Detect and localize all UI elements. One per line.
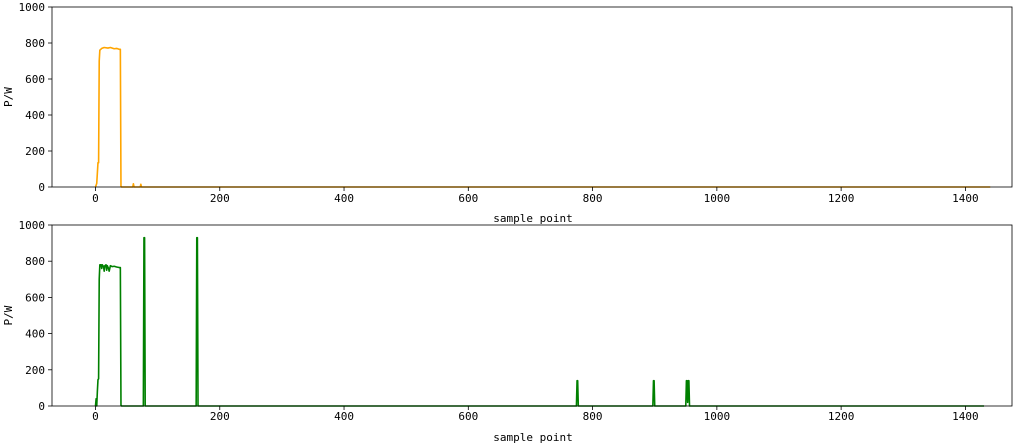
y-tick-label: 400 <box>25 328 45 341</box>
y-tick-label: 1000 <box>19 1 46 14</box>
x-axis-label: sample point <box>493 431 572 444</box>
x-axis-label: sample point <box>493 212 572 225</box>
y-tick-label: 200 <box>25 364 45 377</box>
y-tick-label: 800 <box>25 37 45 50</box>
plot-frame <box>51 6 1013 188</box>
y-tick-label: 400 <box>25 109 45 122</box>
x-tick-label: 800 <box>583 410 603 423</box>
x-tick-label: 1400 <box>952 410 979 423</box>
x-tick-label: 0 <box>92 410 99 423</box>
x-tick-label: 1000 <box>704 192 731 205</box>
x-tick-label: 600 <box>458 192 478 205</box>
x-tick-label: 800 <box>583 192 603 205</box>
x-tick-label: 1400 <box>952 192 979 205</box>
x-tick-label: 600 <box>458 410 478 423</box>
x-tick-label: 400 <box>334 192 354 205</box>
subplot-1: 0 200 400 600 800 1000 1200 1400 0 200 400 600 800 10… <box>2 1 1013 225</box>
x-tick-label: 400 <box>334 410 354 423</box>
x-tick-label: 200 <box>210 192 230 205</box>
x-tick-label: 1200 <box>828 192 855 205</box>
x-tick-label: 1000 <box>704 410 731 423</box>
x-tick-label: 1200 <box>828 410 855 423</box>
y-tick-label: 0 <box>38 400 45 413</box>
plot-frame <box>51 224 1013 407</box>
subplot-2: 0 200 400 600 800 1000 1200 1400 0 200 400 600 800 10… <box>2 219 1013 444</box>
y-tick-label: 0 <box>38 181 45 194</box>
series-line-1 <box>94 46 991 188</box>
y-tick-label: 1000 <box>19 219 46 232</box>
y-tick-label: 600 <box>25 73 45 86</box>
y-tick-label: 200 <box>25 145 45 158</box>
y-axis-label: P/W <box>2 305 15 325</box>
y-axis-label: P/W <box>2 87 15 107</box>
x-tick-label: 0 <box>92 192 99 205</box>
y-tick-label: 600 <box>25 291 45 304</box>
x-tick-label: 200 <box>210 410 230 423</box>
series-line-1 <box>94 236 985 407</box>
y-tick-label: 800 <box>25 255 45 268</box>
